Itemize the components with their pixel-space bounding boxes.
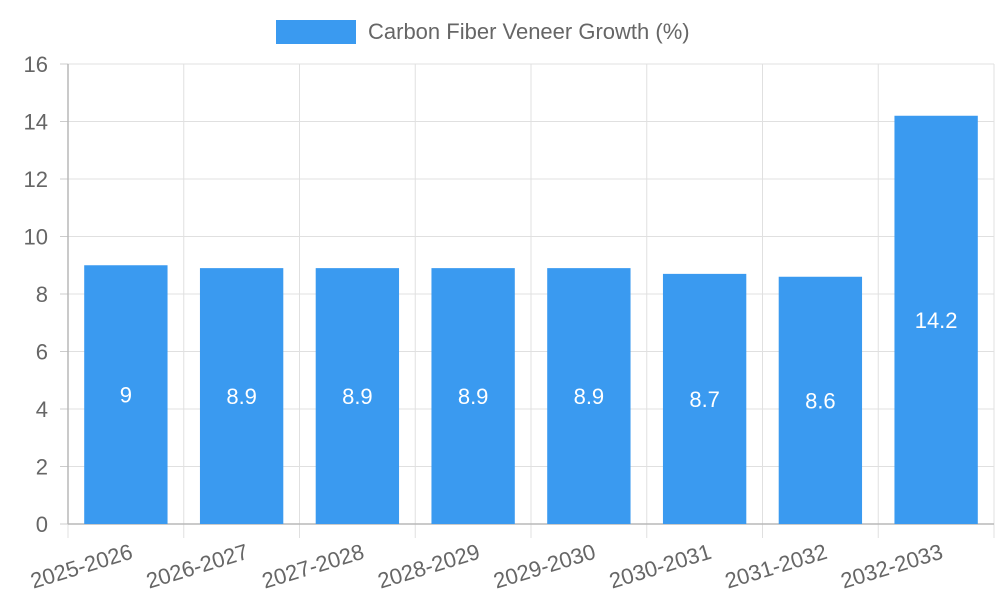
bar-value-label: 9 xyxy=(120,383,132,408)
bar-value-label: 14.2 xyxy=(915,308,958,333)
y-tick-label: 8 xyxy=(36,282,48,307)
bar-value-label: 8.9 xyxy=(458,384,489,409)
x-tick-label: 2027-2028 xyxy=(259,539,367,594)
bar-value-label: 8.9 xyxy=(342,384,373,409)
bar[interactable] xyxy=(431,268,515,524)
y-tick-label: 2 xyxy=(36,455,48,480)
bar-value-label: 8.9 xyxy=(226,384,257,409)
bar[interactable] xyxy=(662,273,747,524)
x-tick-label: 2032-2033 xyxy=(838,539,946,594)
y-tick-label: 10 xyxy=(24,225,48,250)
y-tick-label: 16 xyxy=(24,52,48,77)
y-tick-label: 4 xyxy=(36,397,48,422)
x-tick-label: 2026-2027 xyxy=(143,539,251,594)
bar[interactable] xyxy=(199,268,284,524)
data-labels: 9 8.9 8.9 8.9 8.9 8.7 8.6 14.2 xyxy=(120,308,958,414)
legend-swatch xyxy=(276,20,356,44)
bar-value-label: 8.9 xyxy=(574,384,605,409)
x-tick-label: 2030-2031 xyxy=(606,539,714,594)
x-tick-label: 2031-2032 xyxy=(722,539,830,594)
x-tick-label: 2028-2029 xyxy=(375,539,483,594)
bar[interactable] xyxy=(315,268,400,524)
y-tick-label: 0 xyxy=(36,512,48,537)
y-tick-label: 6 xyxy=(36,340,48,365)
y-tick-label: 14 xyxy=(24,110,48,135)
bar-value-label: 8.7 xyxy=(689,387,720,412)
bar[interactable] xyxy=(547,268,631,524)
bar[interactable] xyxy=(778,276,863,524)
bar-value-label: 8.6 xyxy=(805,388,836,413)
legend-label: Carbon Fiber Veneer Growth (%) xyxy=(368,19,690,44)
bars xyxy=(84,115,978,524)
y-tick-label: 12 xyxy=(24,167,48,192)
x-tick-label: 2025-2026 xyxy=(28,539,136,594)
bar[interactable] xyxy=(894,115,978,524)
legend[interactable]: Carbon Fiber Veneer Growth (%) xyxy=(276,19,690,44)
x-tick-label: 2029-2030 xyxy=(491,539,599,594)
grid xyxy=(67,63,995,538)
bar[interactable] xyxy=(84,265,168,524)
